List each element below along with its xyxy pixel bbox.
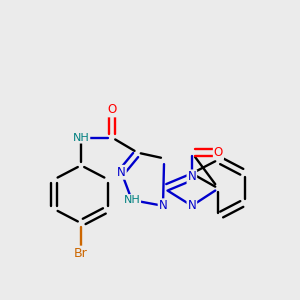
Text: NH: NH: [123, 195, 140, 205]
Text: N: N: [117, 166, 126, 179]
Text: Br: Br: [74, 247, 88, 260]
Text: N: N: [159, 199, 167, 212]
Text: N: N: [188, 199, 196, 212]
Text: O: O: [214, 146, 223, 159]
Text: O: O: [107, 103, 117, 116]
Text: N: N: [188, 170, 196, 183]
Text: NH: NH: [73, 133, 89, 142]
